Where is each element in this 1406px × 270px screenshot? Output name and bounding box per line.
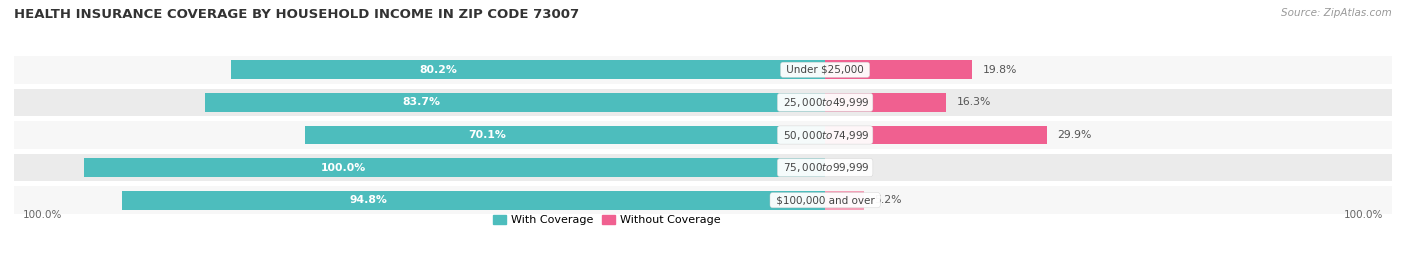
Bar bbox=[825, 60, 972, 79]
Bar bbox=[14, 56, 1392, 84]
Bar bbox=[14, 154, 1392, 181]
Bar bbox=[14, 121, 1392, 149]
Text: $25,000 to $49,999: $25,000 to $49,999 bbox=[780, 96, 870, 109]
Text: $75,000 to $99,999: $75,000 to $99,999 bbox=[780, 161, 870, 174]
Bar bbox=[14, 186, 1392, 214]
Text: 70.1%: 70.1% bbox=[468, 130, 506, 140]
Text: HEALTH INSURANCE COVERAGE BY HOUSEHOLD INCOME IN ZIP CODE 73007: HEALTH INSURANCE COVERAGE BY HOUSEHOLD I… bbox=[14, 8, 579, 21]
Bar bbox=[122, 191, 825, 210]
Text: 29.9%: 29.9% bbox=[1057, 130, 1091, 140]
Bar bbox=[84, 158, 825, 177]
Text: $100,000 and over: $100,000 and over bbox=[772, 195, 877, 205]
Bar bbox=[14, 89, 1392, 116]
Text: 100.0%: 100.0% bbox=[321, 163, 366, 173]
Text: 5.2%: 5.2% bbox=[875, 195, 901, 205]
Bar bbox=[231, 60, 825, 79]
Text: 16.3%: 16.3% bbox=[956, 97, 991, 107]
Bar bbox=[205, 93, 825, 112]
Bar bbox=[825, 191, 863, 210]
Legend: With Coverage, Without Coverage: With Coverage, Without Coverage bbox=[488, 210, 724, 230]
Text: 19.8%: 19.8% bbox=[983, 65, 1017, 75]
Text: 80.2%: 80.2% bbox=[420, 65, 457, 75]
Bar bbox=[305, 126, 825, 144]
Text: 83.7%: 83.7% bbox=[402, 97, 441, 107]
Text: 100.0%: 100.0% bbox=[22, 210, 62, 220]
Text: Under $25,000: Under $25,000 bbox=[783, 65, 868, 75]
Bar bbox=[825, 126, 1046, 144]
Bar bbox=[825, 93, 946, 112]
Text: 100.0%: 100.0% bbox=[1344, 210, 1384, 220]
Text: 0.0%: 0.0% bbox=[835, 163, 863, 173]
Text: $50,000 to $74,999: $50,000 to $74,999 bbox=[780, 129, 870, 141]
Text: Source: ZipAtlas.com: Source: ZipAtlas.com bbox=[1281, 8, 1392, 18]
Text: 94.8%: 94.8% bbox=[349, 195, 387, 205]
